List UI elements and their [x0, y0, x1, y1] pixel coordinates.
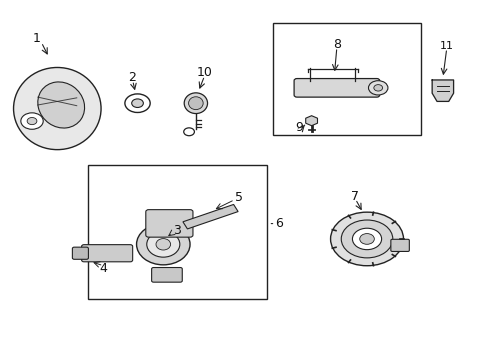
- Polygon shape: [183, 204, 238, 229]
- Circle shape: [330, 212, 403, 266]
- FancyBboxPatch shape: [293, 78, 379, 97]
- Ellipse shape: [136, 224, 190, 265]
- Ellipse shape: [38, 82, 84, 128]
- FancyBboxPatch shape: [145, 210, 193, 237]
- Text: 6: 6: [274, 217, 282, 230]
- Bar: [272, 23, 420, 135]
- Circle shape: [183, 128, 194, 136]
- Text: 5: 5: [234, 192, 242, 204]
- Circle shape: [368, 81, 387, 95]
- Text: 2: 2: [127, 71, 135, 84]
- Text: 3: 3: [173, 224, 181, 237]
- Text: 4: 4: [100, 262, 107, 275]
- Text: 1: 1: [32, 32, 40, 45]
- FancyBboxPatch shape: [390, 239, 408, 251]
- Text: 11: 11: [439, 41, 453, 51]
- Polygon shape: [431, 80, 453, 102]
- FancyBboxPatch shape: [151, 267, 182, 282]
- Ellipse shape: [184, 93, 207, 113]
- Bar: [88, 165, 266, 299]
- Circle shape: [131, 99, 143, 108]
- Ellipse shape: [14, 67, 101, 150]
- Circle shape: [124, 94, 150, 112]
- FancyBboxPatch shape: [81, 245, 132, 262]
- Ellipse shape: [156, 239, 170, 250]
- Circle shape: [352, 228, 381, 249]
- Ellipse shape: [188, 97, 203, 110]
- Circle shape: [359, 234, 373, 244]
- Text: 10: 10: [196, 66, 212, 79]
- Circle shape: [27, 117, 37, 125]
- Circle shape: [21, 113, 43, 129]
- Text: 9: 9: [294, 121, 302, 134]
- Circle shape: [373, 85, 382, 91]
- FancyBboxPatch shape: [72, 247, 88, 259]
- Text: 8: 8: [332, 38, 340, 51]
- Ellipse shape: [146, 231, 180, 257]
- Circle shape: [341, 220, 392, 258]
- Text: 7: 7: [351, 190, 359, 203]
